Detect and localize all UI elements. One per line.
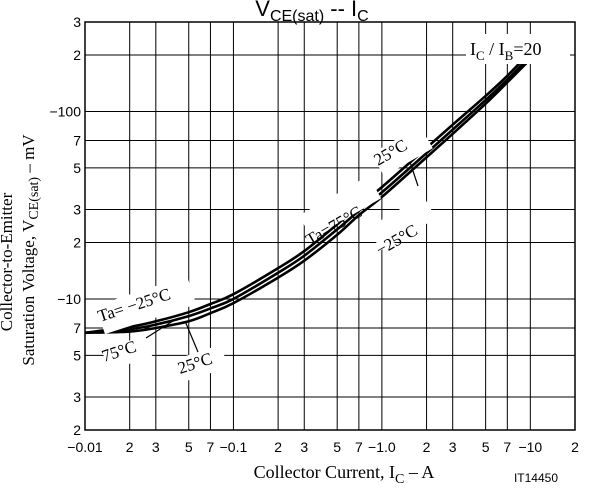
- annotation-bg: [367, 195, 437, 251]
- annotation-bg: [371, 125, 433, 177]
- figure-id: IT14450: [514, 471, 558, 485]
- x-tick-label: 7: [503, 439, 511, 455]
- y-tick-label: 5: [73, 160, 81, 176]
- chart-title: VCE(sat) -- IC: [255, 0, 368, 25]
- annotation-bg: [173, 344, 229, 383]
- y-tick-labels: 2 3 5 7 −10 2 3 5 7 −100 2 3: [49, 14, 81, 438]
- y-tick-label: 2: [73, 47, 81, 63]
- x-tick-label: −10: [518, 439, 542, 455]
- x-tick-label: 5: [482, 439, 490, 455]
- series-line-2: [84, 50, 532, 335]
- x-tick-label: −0.1: [220, 439, 248, 455]
- leader-75c-left: [145, 318, 177, 339]
- x-tick-label: 5: [185, 439, 193, 455]
- annotation-bg: [298, 175, 382, 239]
- x-tick-label: 2: [571, 439, 579, 455]
- y-tick-label: 3: [73, 389, 81, 405]
- x-axis-label: Collector Current, IC – A: [254, 462, 435, 487]
- x-tick-label: 7: [207, 439, 215, 455]
- y-tick-label: 5: [73, 347, 81, 363]
- x-tick-label: 3: [300, 439, 308, 455]
- y-tick-label: 2: [73, 235, 81, 251]
- y-tick-label: 3: [73, 14, 81, 30]
- curve-annotations: Ta= −25°C 75°C 25°C Ta=75°C 25°C −25°C: [95, 125, 437, 383]
- x-tick-label: 3: [152, 439, 160, 455]
- x-tick-label: −1.0: [368, 439, 396, 455]
- condition-label: IC / IB=20: [466, 34, 570, 64]
- y-tick-label: −10: [57, 291, 81, 307]
- x-tick-label: −0.01: [67, 439, 103, 455]
- x-tick-label: 2: [274, 439, 282, 455]
- y-tick-label: −100: [49, 103, 81, 119]
- x-tick-label: 3: [449, 439, 457, 455]
- x-tick-label: 2: [126, 439, 134, 455]
- x-tick-label: 7: [355, 439, 363, 455]
- x-tick-labels: −0.01 2 3 5 7 −0.1 2 3 5 7 −1.0 2 3 5 7 −10 2: [67, 439, 579, 455]
- y-tick-label: 3: [73, 201, 81, 217]
- condition-text: IC / IB=20: [470, 39, 542, 63]
- x-tick-label: 2: [423, 439, 431, 455]
- x-tick-label: 5: [333, 439, 341, 455]
- y-tick-label: 7: [73, 320, 81, 336]
- leader-25c-left: [184, 320, 199, 353]
- leader-25c-right: [409, 161, 419, 187]
- y-axis-label-line1: Collector-to-Emitter: [0, 192, 16, 331]
- condition-label-bg: [466, 34, 570, 64]
- annotation-bg: [95, 275, 197, 335]
- y-axis-label-line2: Saturation Voltage, VCE(sat) – mV: [19, 134, 42, 366]
- y-tick-label: 7: [73, 132, 81, 148]
- plot-frame: [84, 21, 576, 431]
- series-line-0: [84, 58, 532, 335]
- annotation-bg: [101, 335, 153, 371]
- y-tick-label: 2: [73, 422, 81, 438]
